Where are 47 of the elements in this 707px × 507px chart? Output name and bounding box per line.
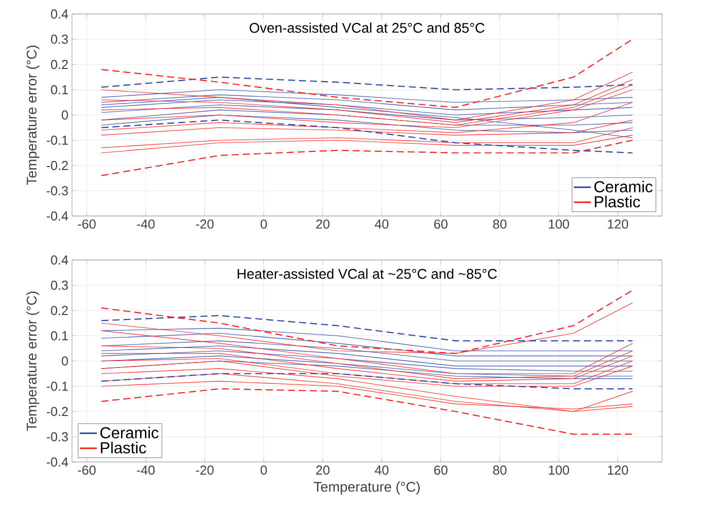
x-tick-label: 20: [316, 466, 330, 475]
x-tick-label: 100: [548, 466, 570, 475]
y-tick-label: -0.1: [46, 136, 68, 145]
y-axis-title: Temperature error (°C): [26, 46, 40, 185]
x-tick-label: 80: [493, 220, 506, 229]
x-tick-label: 0: [260, 220, 267, 229]
x-tick-label: 40: [374, 466, 388, 475]
y-tick-label: 0.4: [50, 255, 68, 265]
x-tick-label: -20: [196, 466, 214, 475]
x-axis-title: Temperature (°C): [314, 482, 420, 495]
y-tick-label: 0.3: [50, 280, 68, 290]
y-tick-label: -0.4: [46, 211, 68, 221]
y-tick-label: -0.2: [46, 160, 68, 170]
x-tick-label: 120: [608, 466, 628, 475]
legend-label: Plastic: [594, 196, 640, 208]
x-tick-label: -40: [136, 220, 155, 229]
x-tick-label: -60: [78, 220, 96, 229]
x-tick-label: -20: [196, 220, 214, 229]
chart-title: Oven-assisted VCal at 25°C and 85°C: [250, 22, 484, 33]
x-tick-label: -40: [136, 466, 155, 475]
x-tick-label: 80: [493, 466, 506, 475]
x-tick-label: 100: [548, 220, 570, 229]
y-tick-label: 0.3: [50, 34, 68, 44]
y-tick-label: 0.1: [50, 85, 68, 94]
y-tick-label: 0: [62, 110, 68, 120]
y-axis-title: Temperature error (°C): [26, 292, 40, 431]
y-tick-label: -0.1: [46, 382, 68, 391]
y-tick-label: 0: [62, 356, 68, 366]
legend-label: Ceramic: [594, 180, 652, 192]
y-tick-label: -0.4: [46, 457, 68, 467]
x-tick-label: 20: [316, 220, 330, 229]
x-tick-label: 120: [608, 220, 628, 229]
x-tick-label: 60: [434, 466, 448, 475]
x-tick-label: -60: [78, 466, 96, 475]
y-tick-label: 0.2: [50, 306, 68, 316]
y-tick-label: -0.3: [46, 186, 68, 196]
x-tick-label: 40: [374, 220, 388, 229]
legend-label: Ceramic: [100, 426, 158, 438]
x-tick-label: 0: [260, 466, 267, 475]
x-tick-label: 60: [434, 220, 448, 229]
legend-label: Plastic: [100, 442, 146, 454]
y-tick-label: -0.3: [46, 432, 68, 442]
chart-title: Heater-assisted VCal at ~25°C and ~85°C: [238, 268, 497, 279]
y-tick-label: 0.4: [50, 9, 68, 19]
y-tick-label: 0.2: [50, 60, 68, 70]
y-tick-label: -0.2: [46, 406, 68, 416]
y-tick-label: 0.1: [50, 331, 68, 340]
